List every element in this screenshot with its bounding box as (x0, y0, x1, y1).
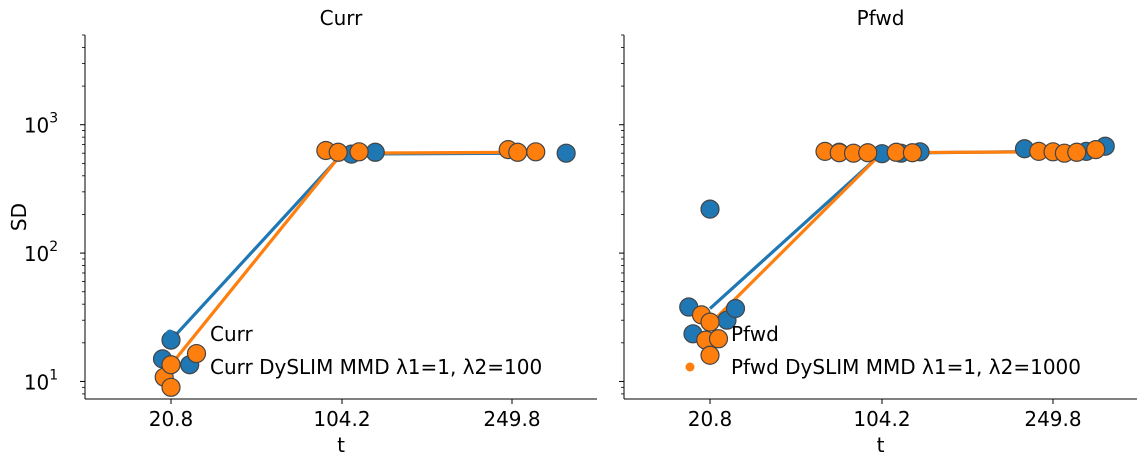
y-axis-label: SD (7, 203, 31, 231)
y-tick-label-exponent: 2 (49, 239, 58, 255)
data-point-series-1 (700, 312, 720, 332)
x-tick-label: 104.2 (853, 407, 910, 431)
series-trend-line-0 (708, 149, 1055, 310)
data-point-series-1 (1067, 142, 1087, 162)
data-point-series-0 (725, 298, 746, 319)
data-point-series-1 (526, 142, 546, 162)
y-tick-label: 101 (24, 367, 58, 394)
y-tick-label: 103 (24, 111, 58, 138)
chart-title: Pfwd (857, 6, 905, 30)
legend-label-0: Curr (210, 322, 254, 346)
x-axis-label: t (877, 433, 885, 457)
data-point-series-1 (858, 143, 878, 163)
series-trend-line-1 (708, 150, 1055, 326)
legend-marker-1 (685, 362, 695, 372)
data-point-series-1 (186, 343, 207, 364)
chart-title: Curr (320, 6, 364, 30)
x-tick-label: 104.2 (313, 407, 370, 431)
x-axis-label: t (337, 433, 345, 457)
data-point-series-1 (700, 345, 720, 365)
data-point-series-0 (556, 143, 576, 163)
x-tick-label: 20.8 (688, 407, 733, 431)
y-tick-label-base: 10 (24, 242, 49, 266)
data-point-series-1 (508, 142, 528, 162)
x-tick-label: 249.8 (483, 407, 540, 431)
y-tick-label-base: 10 (24, 370, 49, 394)
data-point-series-1 (1086, 140, 1106, 160)
data-point-series-1 (161, 377, 181, 397)
y-tick-label-exponent: 3 (49, 111, 58, 127)
legend-marker-1 (165, 362, 175, 372)
legend-label-1: Curr DySLIM MMD λ1=1, λ2=100 (210, 355, 542, 379)
x-tick-label: 249.8 (1024, 407, 1081, 431)
data-point-series-1 (886, 142, 906, 162)
legend-marker-0 (685, 329, 695, 339)
data-point-series-0 (365, 142, 385, 162)
legend-marker-0 (165, 329, 175, 339)
y-tick-label-exponent: 1 (49, 367, 58, 383)
data-point-series-1 (902, 143, 923, 163)
legend-label-0: Pfwd (731, 322, 779, 346)
y-tick-label-base: 10 (24, 114, 49, 138)
data-point-series-1 (349, 142, 369, 162)
series-trend-line-0 (169, 151, 514, 342)
x-tick-label: 20.8 (149, 407, 194, 431)
legend-label-1: Pfwd DySLIM MMD λ1=1, λ2=1000 (731, 355, 1081, 379)
data-point-series-1 (708, 329, 729, 349)
data-point-series-0 (700, 199, 720, 219)
y-tick-label: 102 (24, 239, 58, 266)
data-point-series-1 (328, 142, 348, 162)
